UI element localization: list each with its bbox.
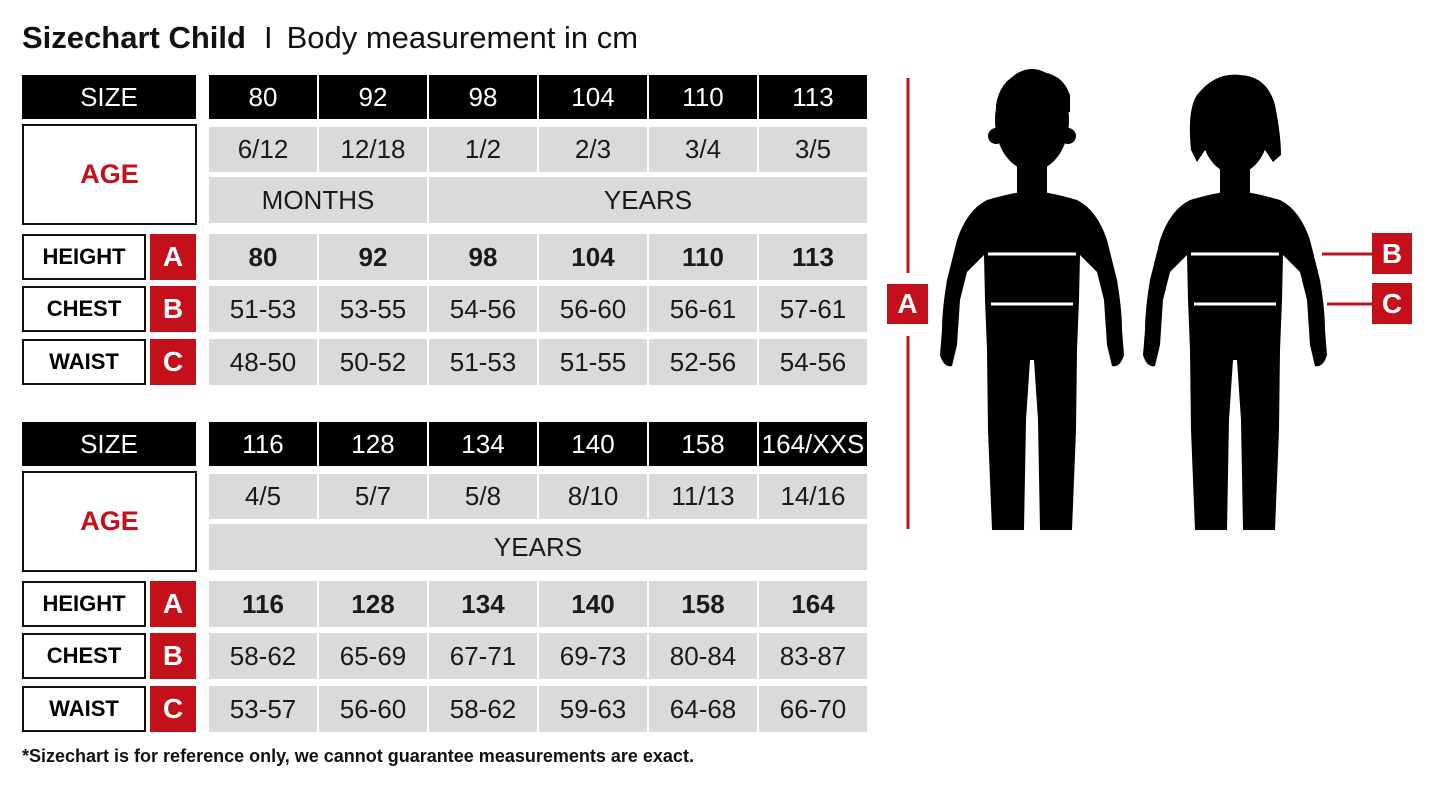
chest-code-badge: B [150, 633, 196, 679]
age-cell: 8/10 [539, 474, 647, 519]
height-value-cell: 104 [539, 234, 647, 280]
waist-value-cell: 66-70 [759, 686, 867, 732]
waist-value-cell: 51-53 [429, 339, 537, 385]
height-code-badge: A [150, 234, 196, 280]
age-cell: 14/16 [759, 474, 867, 519]
size-header-cell: 128 [319, 422, 427, 466]
boy-silhouette-icon [938, 69, 1126, 532]
size-header-cell: 134 [429, 422, 537, 466]
size-header-cell: 164/XXS [759, 422, 867, 466]
waist-label: WAIST [22, 339, 146, 385]
height-value-cell: 92 [319, 234, 427, 280]
height-value-cell: 140 [539, 581, 647, 627]
height-value-cell: 116 [209, 581, 317, 627]
title-separator: I [263, 20, 273, 55]
title-main: Sizechart Child [22, 20, 246, 55]
height-value-cell: 113 [759, 234, 867, 280]
age-unit-cell: YEARS [429, 177, 867, 223]
height-label: HEIGHT [22, 234, 146, 280]
waist-value-cell: 64-68 [649, 686, 757, 732]
waist-code-badge: C [150, 339, 196, 385]
chest-value-cell: 69-73 [539, 633, 647, 679]
size-label: SIZE [22, 422, 196, 466]
age-cell: 4/5 [209, 474, 317, 519]
chest-code-badge: B [150, 286, 196, 332]
chest-value-cell: 65-69 [319, 633, 427, 679]
height-value-cell: 80 [209, 234, 317, 280]
height-label: HEIGHT [22, 581, 146, 627]
size-header-cell: 110 [649, 75, 757, 119]
age-cell: 5/7 [319, 474, 427, 519]
age-cell: 2/3 [539, 127, 647, 172]
waist-label: WAIST [22, 686, 146, 732]
waist-value-cell: 52-56 [649, 339, 757, 385]
waist-value-cell: 56-60 [319, 686, 427, 732]
footnote: *Sizechart is for reference only, we can… [22, 746, 694, 766]
waist-value-cell: 59-63 [539, 686, 647, 732]
chest-value-cell: 56-60 [539, 286, 647, 332]
chest-value-cell: 83-87 [759, 633, 867, 679]
age-cell: 6/12 [209, 127, 317, 172]
age-label: AGE [22, 124, 197, 225]
age-cell: 1/2 [429, 127, 537, 172]
age-cell: 3/5 [759, 127, 867, 172]
chest-value-cell: 56-61 [649, 286, 757, 332]
waist-value-cell: 51-55 [539, 339, 647, 385]
height-value-cell: 134 [429, 581, 537, 627]
size-header-cell: 104 [539, 75, 647, 119]
height-marker-badge: A [887, 284, 928, 324]
age-unit-cell: YEARS [209, 524, 867, 570]
chest-value-cell: 80-84 [649, 633, 757, 679]
girl-silhouette-icon [1141, 74, 1329, 532]
age-label: AGE [22, 471, 197, 572]
size-header-cell: 158 [649, 422, 757, 466]
chest-value-cell: 58-62 [209, 633, 317, 679]
age-cell: 5/8 [429, 474, 537, 519]
height-value-cell: 128 [319, 581, 427, 627]
waist-value-cell: 48-50 [209, 339, 317, 385]
height-value-cell: 158 [649, 581, 757, 627]
age-unit-cell: MONTHS [209, 177, 427, 223]
height-value-cell: 164 [759, 581, 867, 627]
height-code-badge: A [150, 581, 196, 627]
size-header-cell: 116 [209, 422, 317, 466]
size-header-cell: 80 [209, 75, 317, 119]
waist-value-cell: 54-56 [759, 339, 867, 385]
waist-marker-badge: C [1372, 283, 1412, 324]
height-value-cell: 110 [649, 234, 757, 280]
chest-value-cell: 51-53 [209, 286, 317, 332]
chest-marker-badge: B [1372, 233, 1412, 274]
chest-value-cell: 54-56 [429, 286, 537, 332]
title-subtitle: Body measurement in cm [286, 20, 639, 55]
chest-value-cell: 67-71 [429, 633, 537, 679]
size-label: SIZE [22, 75, 196, 119]
chest-value-cell: 57-61 [759, 286, 867, 332]
age-cell: 11/13 [649, 474, 757, 519]
age-cell: 3/4 [649, 127, 757, 172]
waist-code-badge: C [150, 686, 196, 732]
chest-label: CHEST [22, 633, 146, 679]
waist-value-cell: 50-52 [319, 339, 427, 385]
waist-value-cell: 53-57 [209, 686, 317, 732]
age-cell: 12/18 [319, 127, 427, 172]
size-header-cell: 92 [319, 75, 427, 119]
chest-value-cell: 53-55 [319, 286, 427, 332]
chest-label: CHEST [22, 286, 146, 332]
height-value-cell: 98 [429, 234, 537, 280]
size-header-cell: 140 [539, 422, 647, 466]
size-header-cell: 98 [429, 75, 537, 119]
page-title: Sizechart Child I Body measurement in cm [22, 20, 638, 56]
waist-value-cell: 58-62 [429, 686, 537, 732]
size-header-cell: 113 [759, 75, 867, 119]
